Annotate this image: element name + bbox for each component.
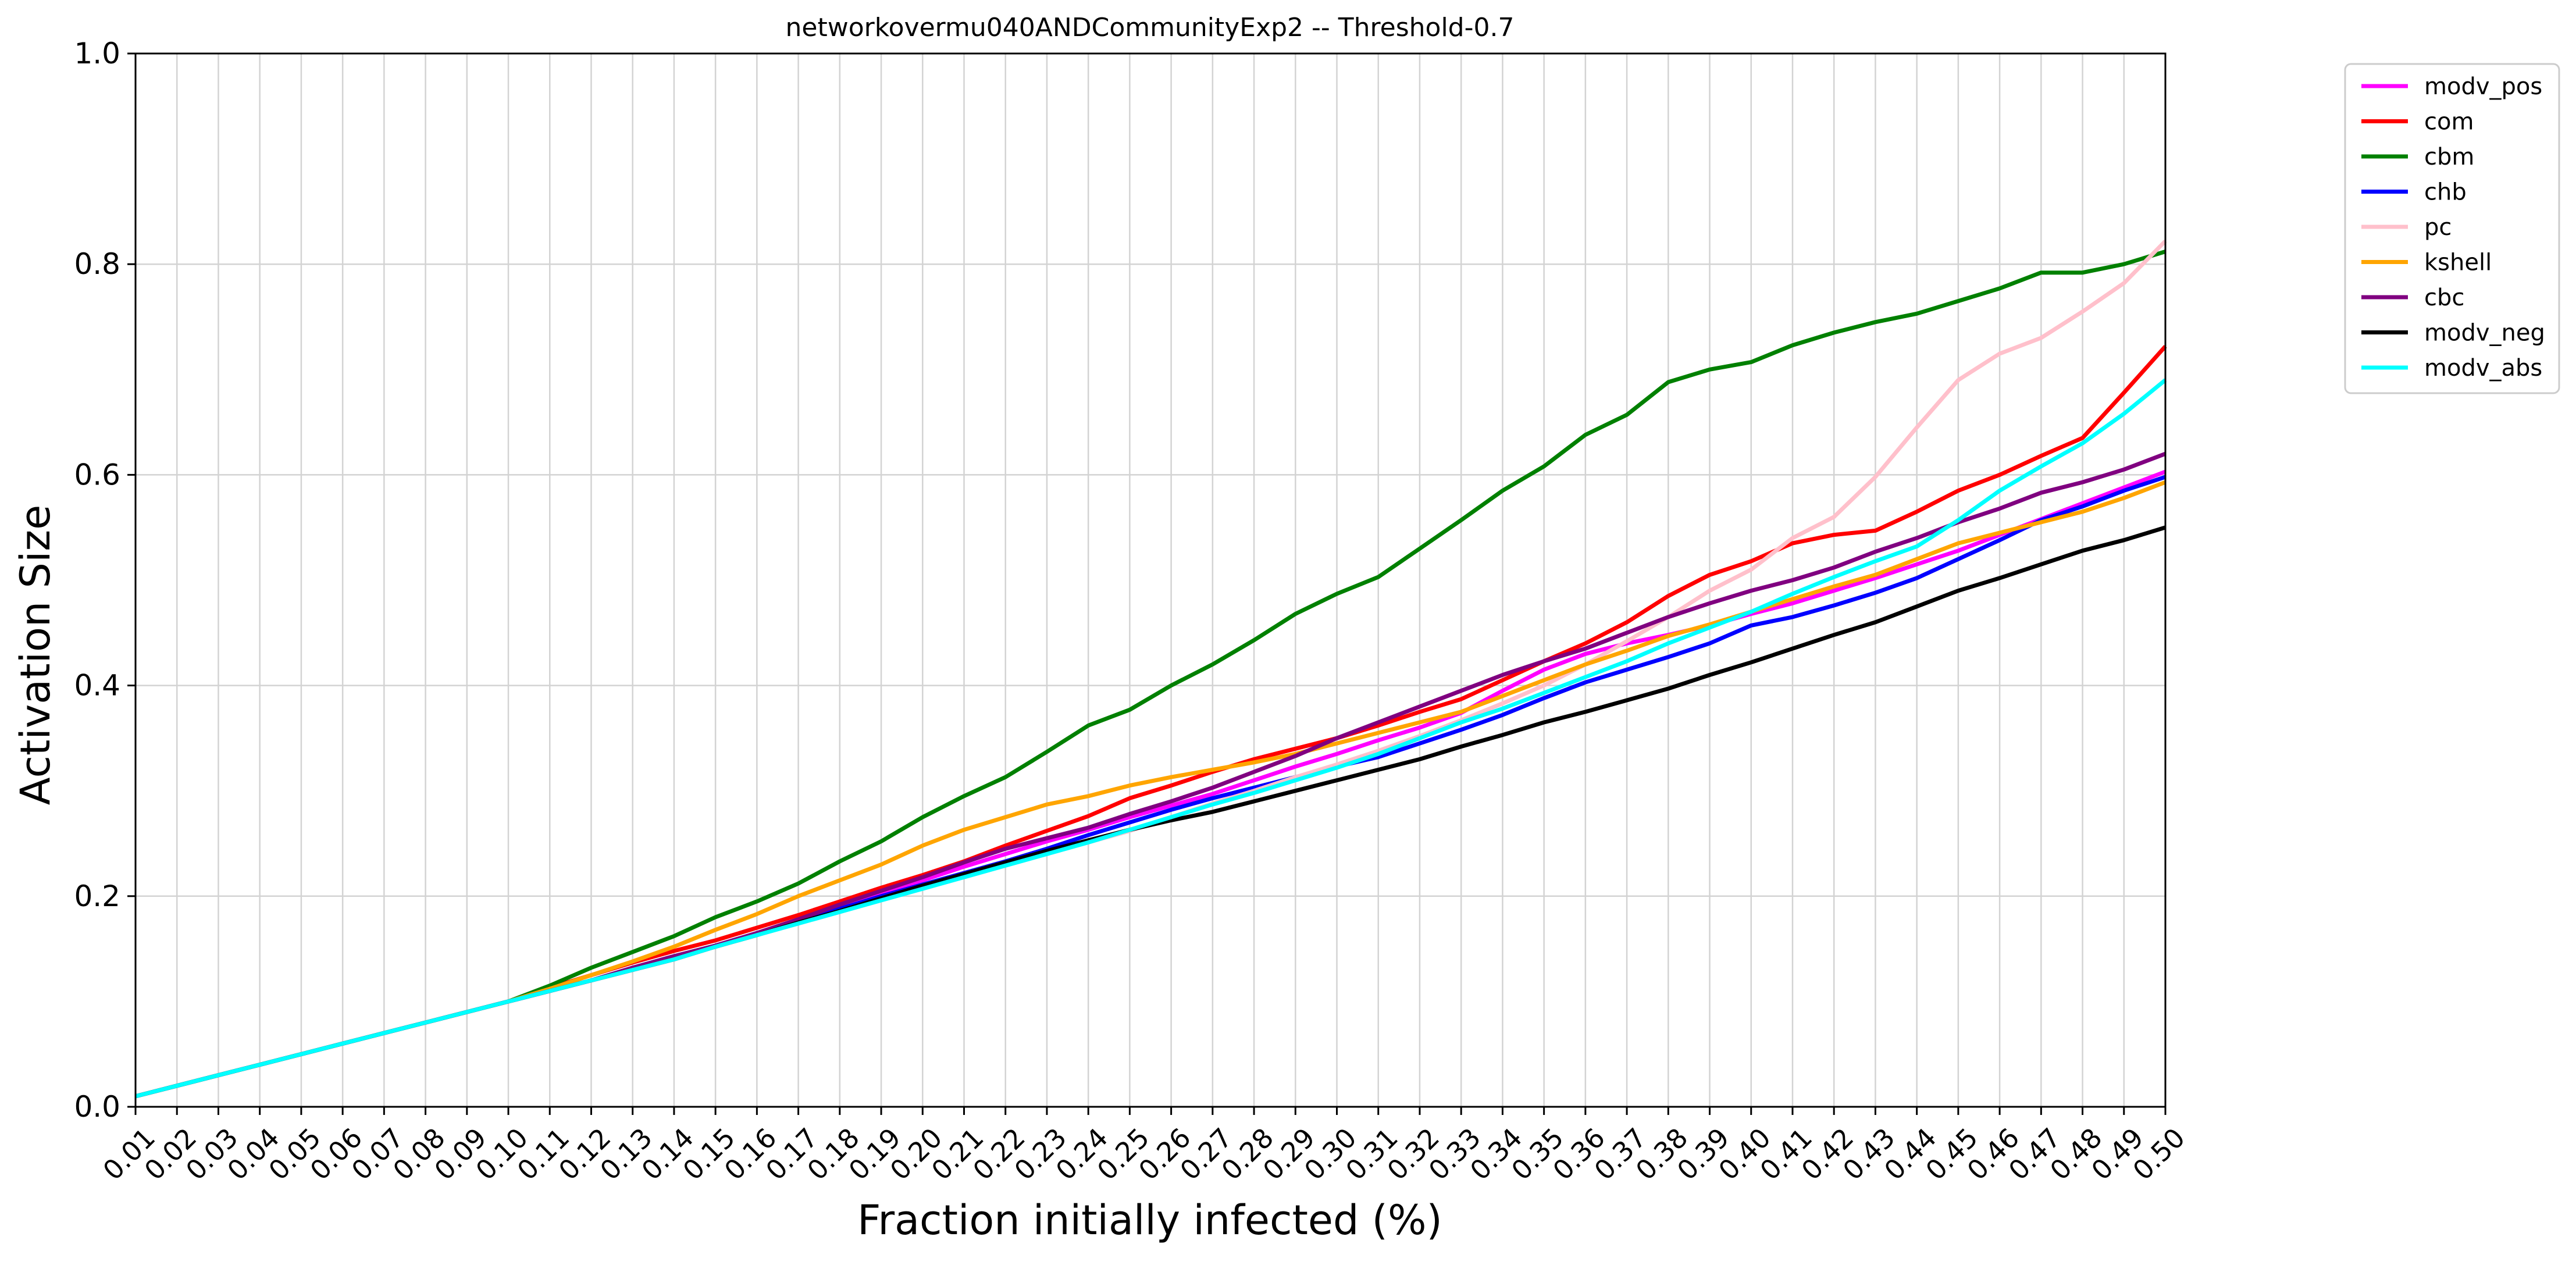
series-line-pc	[135, 239, 2167, 1099]
legend-label-com: com	[2424, 109, 2474, 136]
series-lines	[135, 239, 2167, 1099]
y-tick-label: 0.0	[74, 1090, 120, 1124]
legend-label-cbm: cbm	[2424, 144, 2474, 170]
series-line-com	[135, 345, 2167, 1099]
y-tick-label: 1.0	[74, 37, 120, 70]
series-line-modv_abs	[135, 378, 2167, 1099]
legend-label-pc: pc	[2424, 214, 2452, 241]
x-axis-label: Fraction initially infected (%)	[857, 1196, 1442, 1244]
legend-label-kshell: kshell	[2424, 250, 2492, 276]
y-tick-label: 0.8	[74, 247, 120, 281]
chart-title: networkovermu040ANDCommunityExp2 -- Thre…	[786, 13, 1515, 42]
y-tick-label: 0.2	[74, 879, 120, 913]
legend-label-modv_neg: modv_neg	[2424, 320, 2545, 347]
series-line-cbm	[135, 250, 2167, 1099]
y-axis-ticks: 0.0 0.2 0.4 0.6 0.8 1.0	[74, 37, 136, 1124]
plot-frame	[134, 52, 2167, 1108]
legend-label-modv_abs: modv_abs	[2424, 355, 2542, 382]
legend-label-chb: chb	[2424, 179, 2467, 206]
y-tick-label: 0.6	[74, 458, 120, 491]
legend-label-cbc: cbc	[2424, 284, 2464, 311]
y-tick-label: 0.4	[74, 669, 120, 703]
series-line-chb	[135, 475, 2167, 1099]
series-line-kshell	[135, 480, 2167, 1099]
legend-label-modv_pos: modv_pos	[2424, 73, 2542, 100]
legend-box	[2344, 63, 2560, 394]
series-line-cbc	[135, 451, 2167, 1099]
y-axis-label: Activation Size	[12, 505, 59, 805]
x-axis-ticks: 0.010.020.030.040.050.060.070.080.090.10…	[97, 1107, 2191, 1186]
